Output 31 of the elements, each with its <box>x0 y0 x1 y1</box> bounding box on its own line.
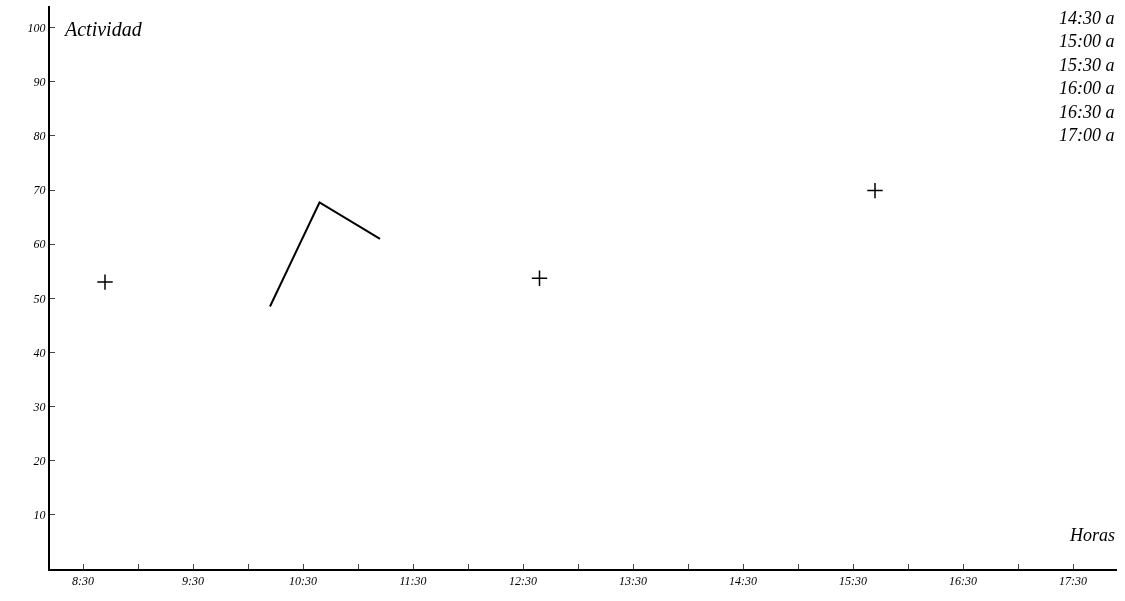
y-tick-label: 40 <box>33 345 46 360</box>
y-tick-label: 30 <box>32 399 46 414</box>
x-tick-label: 15:30 <box>839 574 867 589</box>
y-tick-label: 90 <box>33 74 46 89</box>
x-tick-label: 11:30 <box>399 574 427 589</box>
y-tick-label: 10 <box>33 508 46 523</box>
y-tick-label: 20 <box>33 453 46 468</box>
x-tick-label: 14:30 <box>729 574 757 589</box>
annotation: 16:00 a <box>1059 78 1115 99</box>
y-tick-label: 80 <box>33 129 46 144</box>
x-tick-label: 9:30 <box>182 574 204 589</box>
x-tick-label: 10:30 <box>289 574 317 589</box>
y-tick-label: 60 <box>33 237 46 252</box>
point <box>866 182 884 200</box>
y-axis-title: Actividad <box>63 18 143 40</box>
y-tick-label: 100 <box>27 20 46 35</box>
point <box>96 273 114 291</box>
x-tick-label: 8:30 <box>72 574 94 589</box>
x-tick-label: 13:30 <box>619 574 647 589</box>
x-tick-label: 16:30 <box>949 574 977 589</box>
annotation: 16:30 a <box>1059 101 1115 122</box>
annotation: 15:30 a <box>1059 54 1115 75</box>
y-tick-label: 70 <box>33 183 46 198</box>
annotation: 15:00 a <box>1059 31 1115 52</box>
y-tick-label: 50 <box>33 291 46 306</box>
x-axis-title: Horas <box>1069 525 1116 545</box>
x-tick-label: 17:30 <box>1059 574 1087 589</box>
annotation: 14:30 a <box>1059 8 1115 28</box>
annotation: 17:00 a <box>1059 125 1115 145</box>
x-tick-label: 12:30 <box>509 574 537 589</box>
point <box>531 269 548 287</box>
